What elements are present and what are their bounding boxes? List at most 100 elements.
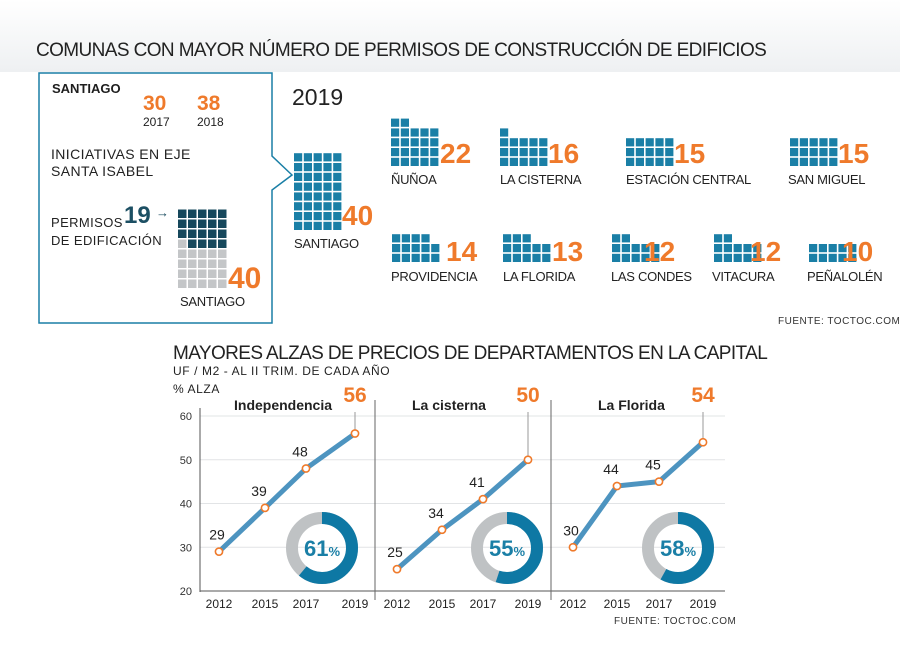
data-label: 25 <box>387 544 403 560</box>
callout-waffle-cell <box>188 229 197 238</box>
commune-waffle-cell <box>635 148 644 157</box>
callout-waffle-cell <box>188 259 197 268</box>
commune-value: 22 <box>440 138 472 169</box>
callout-waffle-cell <box>208 259 217 268</box>
commune-waffle-cell <box>303 182 312 191</box>
commune-waffle-cell <box>421 253 430 262</box>
data-label: 34 <box>428 505 444 521</box>
commune-waffle-cell <box>333 153 342 162</box>
commune-waffle-cell <box>665 148 674 157</box>
commune-waffle-cell <box>431 253 440 262</box>
commune-waffle-group <box>500 128 548 166</box>
commune-waffle-group <box>790 138 838 166</box>
commune-waffle-cell <box>714 253 723 262</box>
commune-waffle-cell <box>828 244 837 253</box>
commune-waffle-cell <box>333 192 342 201</box>
commune-value: 15 <box>838 138 870 169</box>
commune-name: ESTACIÓN CENTRAL <box>626 172 751 187</box>
commune-waffle-cell <box>790 148 799 157</box>
callout-waffle-cell <box>218 239 227 248</box>
commune-waffle-cell <box>323 153 332 162</box>
commune-waffle-cell <box>431 244 440 253</box>
value-2017: 30 <box>143 92 167 115</box>
commune-waffle-cell <box>294 153 303 162</box>
commune-waffle-cell <box>303 163 312 172</box>
commune-waffle-cell <box>651 253 660 262</box>
commune-waffle-cell <box>313 153 322 162</box>
commune-name: PROVIDENCIA <box>391 269 478 284</box>
data-label: 48 <box>292 444 308 460</box>
commune-waffle-cell <box>655 148 664 157</box>
commune-waffle-group <box>626 138 674 166</box>
commune-waffle-group <box>503 234 551 262</box>
commune-waffle-cell <box>400 138 409 147</box>
commune-waffle-cell <box>401 234 410 243</box>
callout-waffle-cell <box>218 269 227 278</box>
header-band <box>0 0 900 72</box>
commune-waffle-cell <box>294 202 303 211</box>
commune-waffle-cell <box>313 221 322 230</box>
commune-waffle-cell <box>539 138 548 147</box>
commune-waffle-cell <box>323 212 332 221</box>
commune-waffle-cell <box>410 128 419 137</box>
commune-waffle-cell <box>303 192 312 201</box>
y-tick-label: 60 <box>180 411 192 423</box>
permisos-value: 19 <box>124 202 151 229</box>
commune-waffle-cell <box>333 163 342 172</box>
commune-waffle-cell <box>838 253 847 262</box>
commune-waffle-cell <box>829 157 838 166</box>
commune-waffle-cell <box>828 253 837 262</box>
commune-waffle-cell <box>522 253 531 262</box>
commune-waffle-cell <box>323 221 332 230</box>
commune-waffle-cell <box>303 212 312 221</box>
series-name: La cisterna <box>412 397 486 413</box>
initiative-line2: SANTA ISABEL <box>51 163 154 179</box>
commune-waffle-cell <box>420 157 429 166</box>
commune-waffle-cell <box>519 148 528 157</box>
commune-waffle-cell <box>819 157 828 166</box>
commune-waffle-cell <box>500 128 509 137</box>
commune-waffle-cell <box>641 244 650 253</box>
commune-value: 14 <box>446 236 478 267</box>
commune-waffle-cell <box>651 244 660 253</box>
commune-waffle-cell <box>799 157 808 166</box>
commune-waffle-cell <box>522 244 531 253</box>
series-name: La Florida <box>598 397 665 413</box>
chart-source: FUENTE: TOCTOC.COM <box>614 616 737 627</box>
commune-name: PEÑALOLÉN <box>807 269 883 284</box>
commune-waffle-cell <box>723 253 732 262</box>
callout-waffle-cell <box>198 239 207 248</box>
commune-waffle-cell <box>809 157 818 166</box>
callout-total: 40 <box>228 262 262 295</box>
commune-waffle-group <box>612 234 660 262</box>
commune-name: LA FLORIDA <box>503 269 576 284</box>
callout-waffle-cell <box>208 219 217 228</box>
data-point <box>698 437 708 447</box>
commune-waffle-cell <box>631 253 640 262</box>
callout-waffle-cell <box>208 279 217 288</box>
commune-waffle-group <box>294 153 342 230</box>
data-label: 44 <box>603 461 619 477</box>
chart-subtitle: UF / M2 - AL II TRIM. DE CADA AÑO <box>173 364 391 378</box>
year-2018: 2018 <box>197 115 224 129</box>
y-tick-label: 50 <box>180 455 192 467</box>
callout-waffle-cell <box>198 249 207 258</box>
x-tick-label: 2017 <box>470 597 497 611</box>
commune-waffle-cell <box>391 118 400 127</box>
commune-waffle-cell <box>519 138 528 147</box>
commune-waffle-cell <box>401 244 410 253</box>
commune-waffle-cell <box>500 148 509 157</box>
data-label: 56 <box>343 384 366 407</box>
data-point <box>478 494 488 504</box>
commune-value: 12 <box>644 236 676 267</box>
callout-waffle-cell <box>198 229 207 238</box>
commune-waffle-cell <box>645 138 654 147</box>
x-tick-label: 2017 <box>646 597 673 611</box>
commune-waffle-cell <box>313 202 322 211</box>
commune-waffle-cell <box>333 202 342 211</box>
commune-waffle-group <box>714 234 762 262</box>
data-point <box>568 542 578 552</box>
donut-label: 61% <box>304 536 340 561</box>
